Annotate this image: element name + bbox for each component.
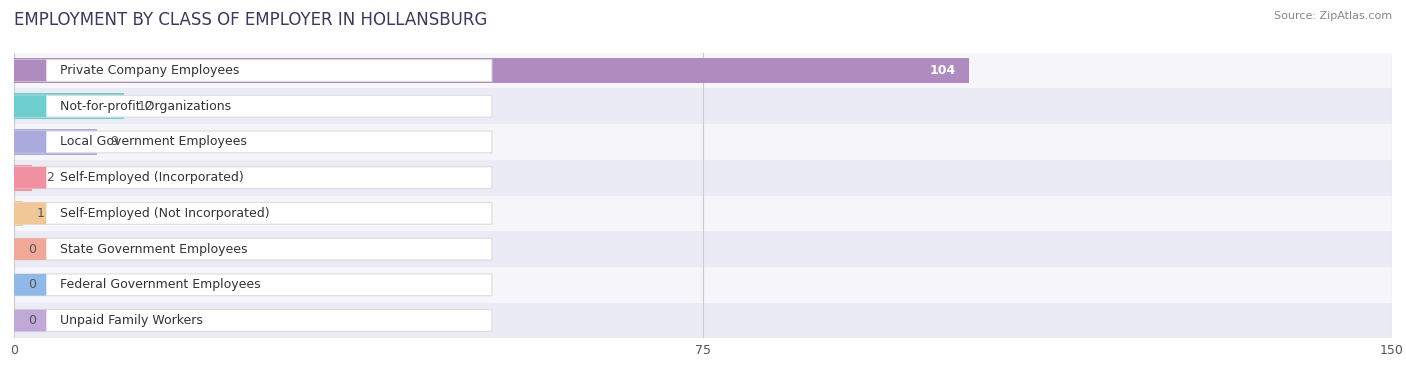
Bar [14,165,32,191]
FancyBboxPatch shape [14,88,1392,124]
FancyBboxPatch shape [14,231,1392,267]
FancyBboxPatch shape [14,238,492,260]
Text: Self-Employed (Not Incorporated): Self-Employed (Not Incorporated) [60,207,270,220]
Text: Federal Government Employees: Federal Government Employees [60,278,260,291]
FancyBboxPatch shape [14,53,1392,88]
FancyBboxPatch shape [14,96,492,117]
FancyBboxPatch shape [14,60,492,81]
FancyBboxPatch shape [14,167,492,188]
Text: EMPLOYMENT BY CLASS OF EMPLOYER IN HOLLANSBURG: EMPLOYMENT BY CLASS OF EMPLOYER IN HOLLA… [14,11,488,29]
Bar [14,58,969,83]
Text: 9: 9 [111,135,118,149]
FancyBboxPatch shape [14,131,492,153]
FancyBboxPatch shape [14,60,46,81]
Text: 0: 0 [28,243,35,256]
FancyBboxPatch shape [14,203,492,224]
Text: Unpaid Family Workers: Unpaid Family Workers [60,314,202,327]
FancyBboxPatch shape [14,267,1392,303]
Text: Local Government Employees: Local Government Employees [60,135,247,149]
FancyBboxPatch shape [14,160,1392,196]
Text: Private Company Employees: Private Company Employees [60,64,239,77]
Text: 1: 1 [37,207,45,220]
Text: 0: 0 [28,314,35,327]
Text: 104: 104 [929,64,956,77]
Bar [14,129,97,155]
FancyBboxPatch shape [14,274,492,296]
FancyBboxPatch shape [14,167,46,188]
FancyBboxPatch shape [14,238,46,260]
FancyBboxPatch shape [14,196,1392,231]
FancyBboxPatch shape [14,310,492,331]
Text: Self-Employed (Incorporated): Self-Employed (Incorporated) [60,171,243,184]
Text: Not-for-profit Organizations: Not-for-profit Organizations [60,100,231,113]
FancyBboxPatch shape [14,131,46,153]
FancyBboxPatch shape [14,96,46,117]
Bar [14,93,124,119]
Text: 0: 0 [28,278,35,291]
FancyBboxPatch shape [14,124,1392,160]
Text: 12: 12 [138,100,153,113]
FancyBboxPatch shape [14,274,46,296]
FancyBboxPatch shape [14,303,1392,338]
Text: 2: 2 [46,171,53,184]
Text: Source: ZipAtlas.com: Source: ZipAtlas.com [1274,11,1392,21]
FancyBboxPatch shape [14,310,46,331]
Bar [14,200,24,226]
FancyBboxPatch shape [14,203,46,224]
Text: State Government Employees: State Government Employees [60,243,247,256]
